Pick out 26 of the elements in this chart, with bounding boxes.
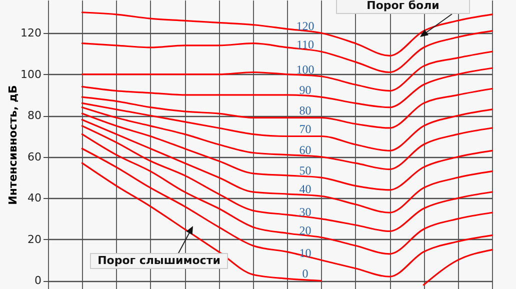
series-label: 30 — [299, 204, 312, 219]
series-label: 80 — [299, 104, 312, 118]
y-tick-label: 80 — [28, 109, 42, 122]
line-series — [81, 30, 493, 74]
series-label: 40 — [299, 182, 312, 196]
y-axis-title: Интенсивность, дБ — [6, 85, 20, 205]
series-label: 100 — [296, 62, 314, 76]
y-tick-label: 120 — [20, 26, 42, 40]
series-label: 70 — [299, 122, 312, 136]
callout-box: Порог боли — [336, 0, 470, 14]
y-tick-label: 60 — [28, 150, 42, 164]
series-label: 20 — [299, 223, 312, 238]
y-tick-label: 20 — [28, 232, 42, 246]
series-label: 90 — [299, 83, 312, 98]
series-label: 50 — [299, 164, 312, 178]
y-tick-label: 0 — [34, 274, 42, 288]
series-label: 110 — [296, 38, 314, 52]
line-series — [81, 12, 493, 57]
series-label: 0 — [302, 266, 308, 281]
y-tick-label: 100 — [20, 68, 42, 81]
line-series — [81, 67, 493, 108]
callout-box: Порог слышимости — [90, 253, 228, 269]
line-series — [81, 148, 493, 278]
y-tick-label: 40 — [28, 192, 42, 205]
series-label: 120 — [296, 19, 314, 34]
series-label: 60 — [299, 142, 312, 157]
